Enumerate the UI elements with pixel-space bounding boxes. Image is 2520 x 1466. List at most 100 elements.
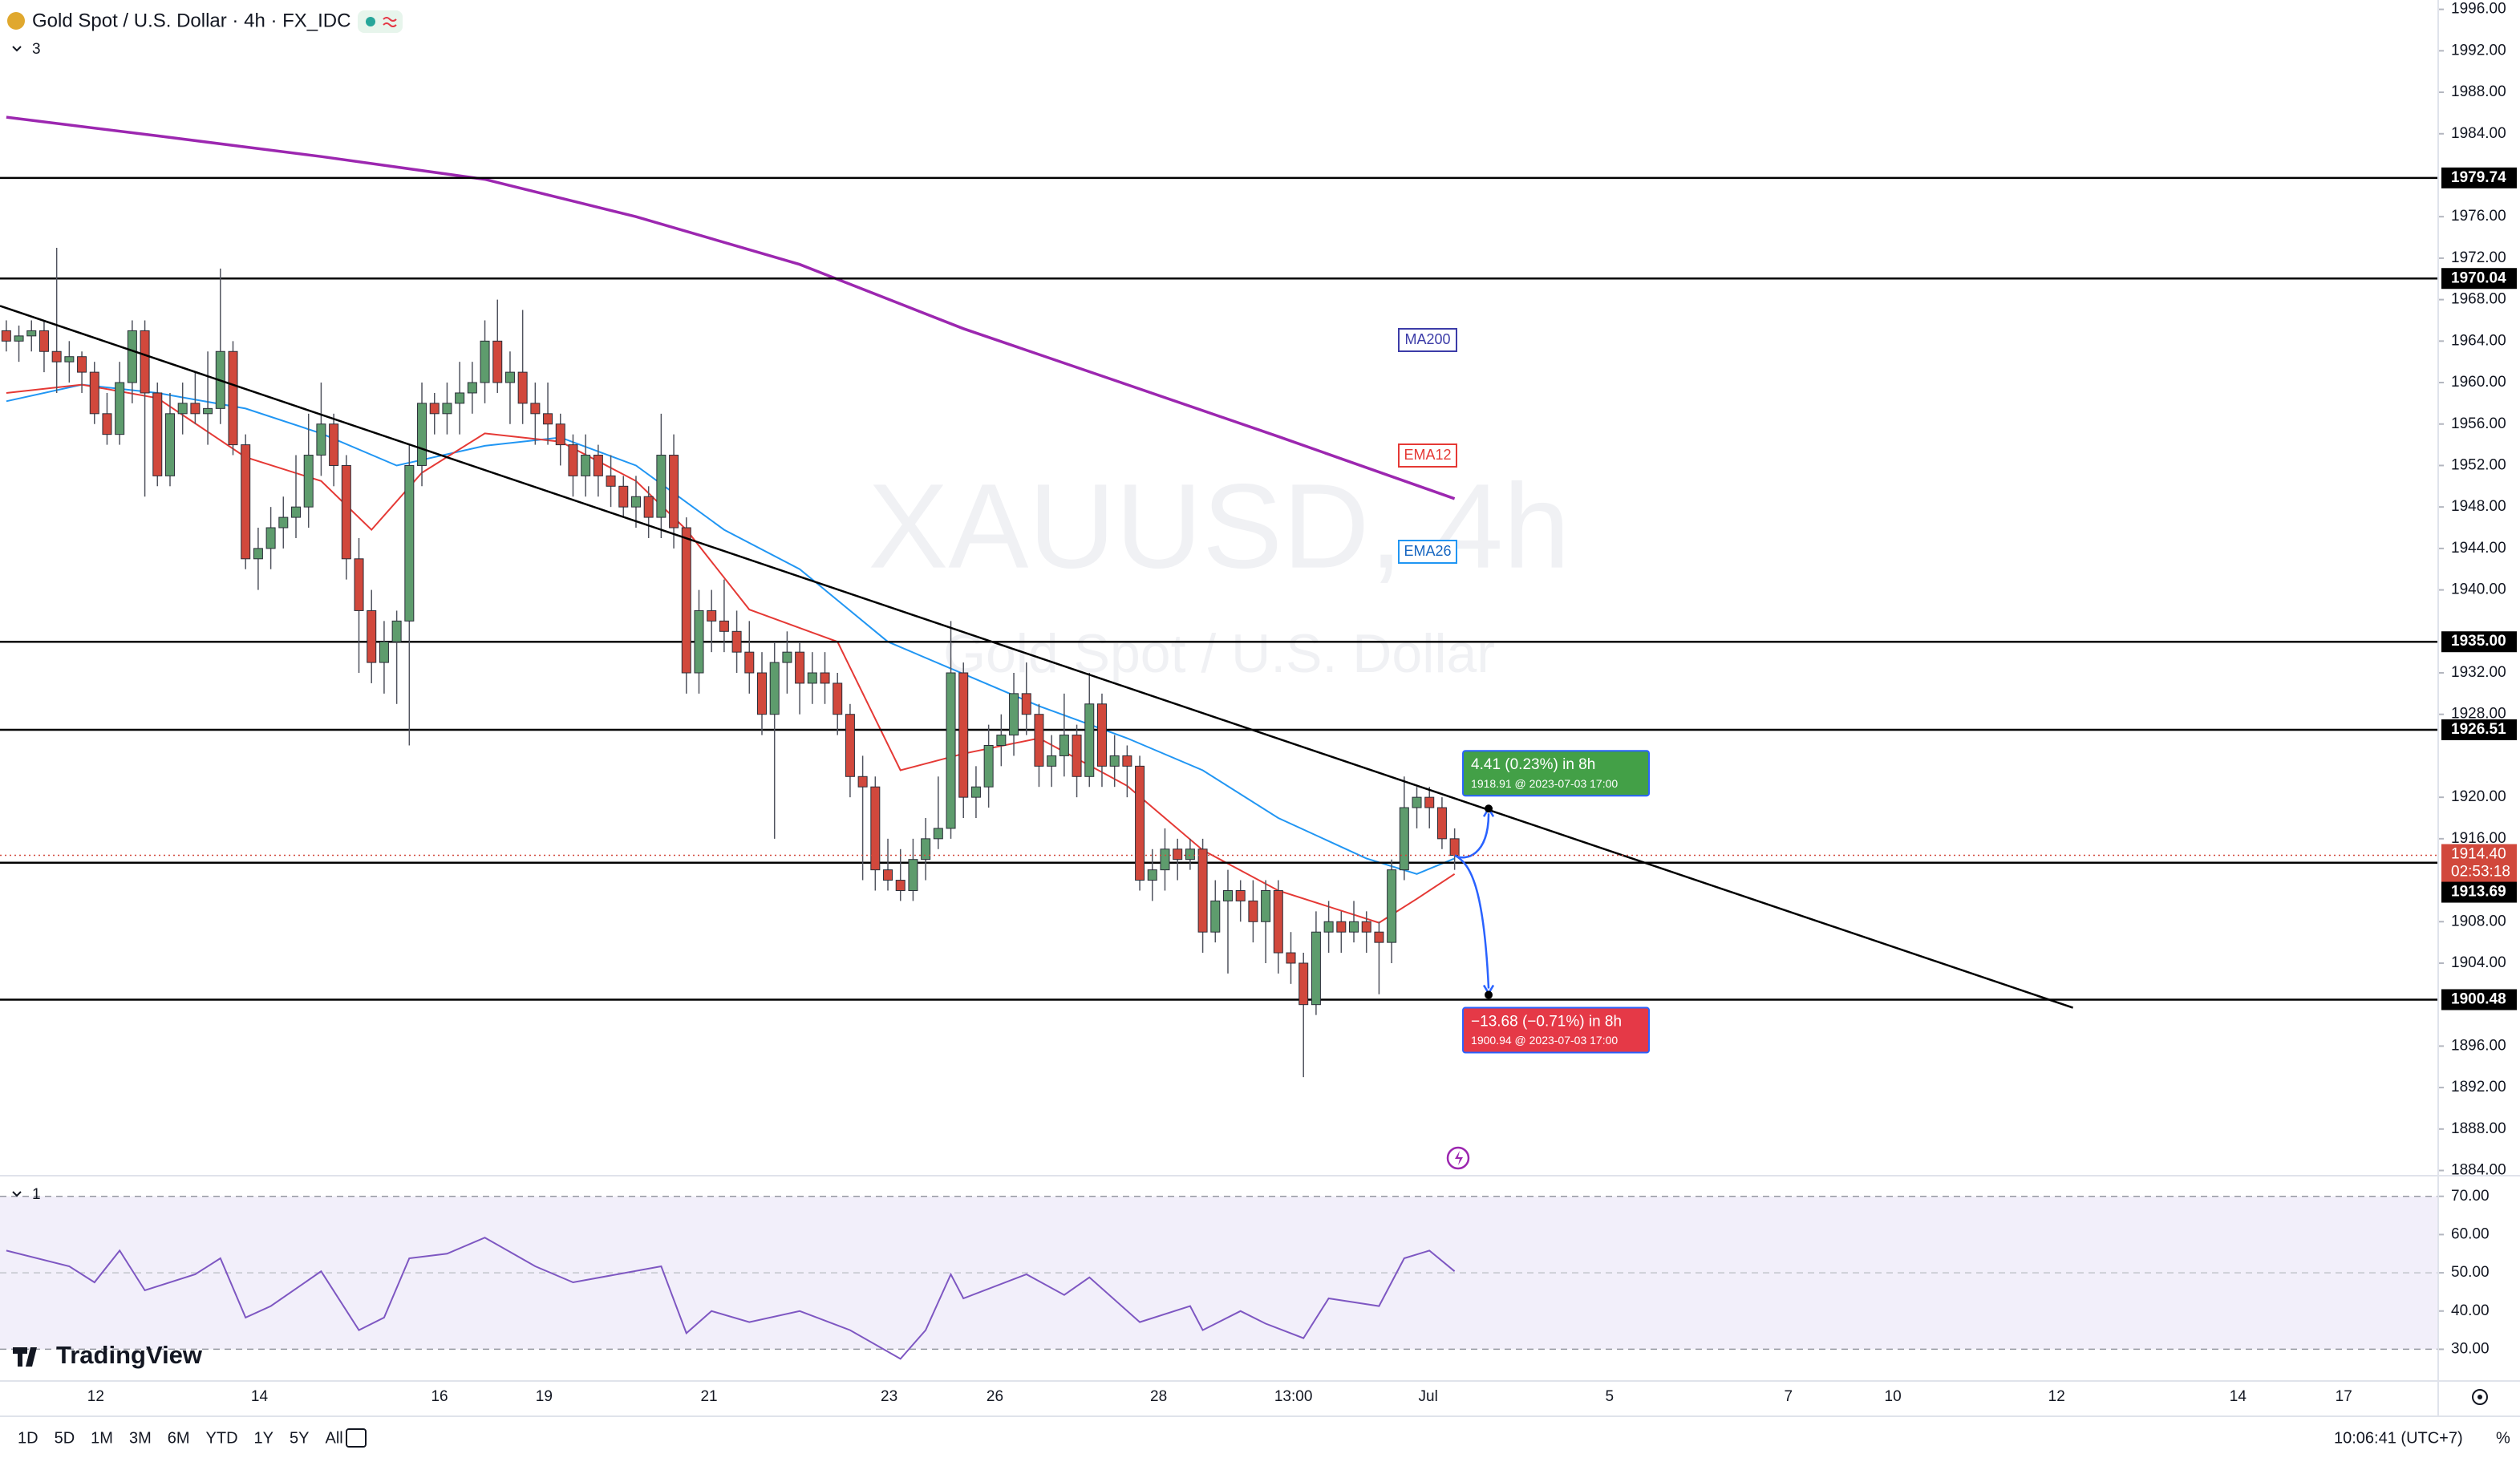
candle-body [643,496,654,518]
collapse-chevron[interactable] [12,46,22,52]
y-tick-label: 1960.00 [2451,374,2506,391]
candle-body [1047,755,1057,767]
candle-body [1361,921,1371,933]
rsi-collapse-chevron[interactable] [12,1191,22,1197]
x-tick-label: Jul [1419,1388,1438,1405]
candle-body [593,455,603,476]
y-tick-label: 1904.00 [2451,954,2506,971]
candle-body [504,371,515,383]
date-range-icon[interactable] [346,1428,367,1448]
y-tick-label: 1984.00 [2451,125,2506,142]
x-tick-label: 17 [2336,1388,2352,1405]
candle-body [681,527,691,674]
candle-body [1248,900,1258,922]
candle-body [921,838,931,861]
candle-body [1109,755,1120,767]
y-tick-label: 1932.00 [2451,664,2506,681]
y-tick-label: 1988.00 [2451,83,2506,100]
candle-body [291,506,302,518]
projection-target-label: 1918.91 @ 2023-07-03 17:00 [1471,777,1618,790]
candle-body [492,340,503,383]
settings-icon[interactable] [2472,1389,2488,1405]
y-tick-label: 1972.00 [2451,249,2506,266]
range-button[interactable]: 3M [129,1429,152,1447]
candle-body [731,630,742,653]
y-tick-label: 1920.00 [2451,788,2506,805]
x-tick-label: 28 [1150,1388,1167,1405]
y-tick-label: 1956.00 [2451,415,2506,432]
x-tick-label: 26 [987,1388,1003,1405]
y-tick-label: 1896.00 [2451,1037,2506,1054]
ema12-badge [1398,443,1457,468]
candle-body [694,609,704,674]
candle-body [895,880,905,891]
candle-body [480,340,490,383]
candle-body [669,455,679,528]
range-button[interactable]: 6M [168,1429,190,1447]
candle-body [127,330,137,383]
range-button[interactable]: 1D [18,1429,38,1447]
range-button[interactable]: 5D [55,1429,75,1447]
candle-body [1286,952,1296,964]
candle-body [1160,848,1170,871]
clock[interactable]: 10:06:41 (UTC+7) [2334,1429,2463,1447]
candle-body [64,356,75,362]
candle-body [1436,807,1447,840]
candle-body [757,672,767,715]
candle-body [367,609,377,663]
ema26-label: EMA26 [1404,543,1451,559]
candle-body [820,672,830,684]
chart-layer: 1996.00 1992.00 1988.00 1984.00 1976.00 1972.… [0,1,2517,1405]
delayed-icon [383,17,397,27]
ema26-line [6,383,1455,875]
rsi-y-tick-label: 30.00 [2451,1340,2490,1357]
range-button[interactable]: 1M [91,1429,113,1447]
x-tick-label: 19 [536,1388,553,1405]
level-label-box [2441,719,2517,740]
candle-body [1197,848,1208,933]
candle-body [329,423,339,466]
candle-body [555,423,565,446]
ema26-badge [1398,540,1457,564]
percent-toggle[interactable]: % [2496,1429,2510,1447]
candle-body [1034,714,1044,767]
level-label: 1979.74 [2451,169,2506,186]
alert-icon[interactable] [1446,1146,1470,1170]
level-label: 1913.69 [2451,884,2506,901]
projection-target-label: 1900.94 @ 2023-07-03 17:00 [1471,1034,1618,1047]
candle-body [1336,921,1347,933]
range-button[interactable]: 1Y [254,1429,273,1447]
candle-body [782,651,792,663]
candle-body [769,662,780,715]
ema12-label: EMA12 [1404,447,1451,463]
rsi-line [6,1237,1456,1360]
candle-body [140,330,150,394]
symbol-title[interactable]: Gold Spot / U.S. Dollar · 4h · FX_IDC [32,10,350,31]
candle-body [1323,921,1334,933]
brand-logo [13,1347,37,1367]
candle-body [164,413,175,476]
range-button[interactable]: YTD [206,1429,238,1447]
rsi-y-tick-label: 50.00 [2451,1264,2490,1281]
brand-name[interactable]: TradingView [56,1341,203,1369]
candle-body [278,516,289,528]
candle-body [152,392,163,476]
candle-body [517,371,528,404]
candle-body [870,786,881,871]
y-tick-label: 1940.00 [2451,581,2506,598]
x-tick-label: 16 [431,1388,448,1405]
x-tick-label: 14 [2230,1388,2247,1405]
market-open-dot [366,17,375,26]
range-button[interactable]: 5Y [290,1429,309,1447]
rsi-y-tick-label: 40.00 [2451,1302,2490,1319]
ma200-badge [1398,328,1457,352]
projection-change: 4.41 (0.23%) in 8h [1471,756,1595,773]
current-price-box [2441,844,2517,883]
rsi-pane-count[interactable]: 1 [32,1186,41,1203]
candle-body [228,350,238,446]
indicator-count[interactable]: 3 [32,41,41,58]
countdown: 02:53:18 [2451,864,2510,881]
range-button[interactable]: All [325,1429,342,1447]
candle-body [379,641,389,663]
candle-body [1261,889,1271,922]
